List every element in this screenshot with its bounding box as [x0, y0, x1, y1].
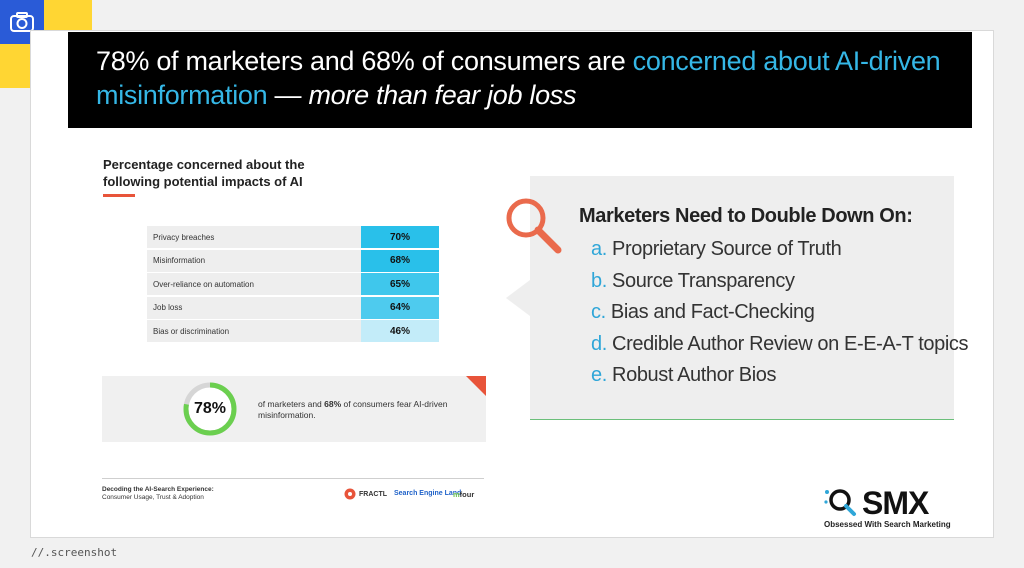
impact-value: 70% — [361, 226, 439, 249]
camera-icon — [10, 12, 34, 32]
list-item: e. Robust Author Bios — [591, 360, 968, 392]
fractl-text: FRACTL — [359, 490, 387, 498]
corner-accent — [466, 376, 486, 396]
list-item: a. Proprietary Source of Truth — [591, 234, 968, 266]
callout-arrow — [506, 280, 530, 316]
table-row: Misinformation 68% — [147, 249, 439, 273]
chart-title-underline — [103, 194, 135, 197]
stat-text-a: of marketers and — [258, 399, 325, 409]
fractl-icon — [344, 488, 356, 500]
callout-box — [530, 176, 954, 420]
list-item-letter: c. — [591, 301, 611, 323]
impact-label: Bias or discrimination — [147, 320, 361, 343]
list-item: d. Credible Author Review on E-E-A-T top… — [591, 329, 968, 361]
table-row: Over-reliance on automation 65% — [147, 273, 439, 296]
mfour-m: m — [453, 490, 460, 499]
title-dash: — — [267, 80, 309, 110]
magnifier-icon — [506, 198, 562, 254]
list-item: c. Bias and Fact-Checking — [591, 297, 968, 329]
mfour-logo: mfour — [453, 490, 474, 499]
list-item-text: Bias and Fact-Checking — [610, 301, 815, 323]
search-engine-land-logo: Search Engine Land — [394, 490, 462, 497]
list-item: b. Source Transparency — [591, 266, 968, 298]
list-item-text: Credible Author Review on E-E-A-T topics — [612, 332, 969, 355]
impact-value: 64% — [361, 296, 439, 320]
slide-title: 78% of marketers and 68% of consumers ar… — [68, 32, 972, 128]
list-item-letter: e. — [591, 364, 613, 386]
title-text: 78% of marketers and 68% of consumers ar… — [96, 46, 633, 76]
chart-title: Percentage concerned about the following… — [103, 157, 305, 189]
mfour-rest: four — [459, 490, 475, 499]
screenshot-watermark: //.screenshot — [31, 546, 118, 559]
list-item-letter: a. — [591, 238, 613, 260]
impact-label: Privacy breaches — [147, 226, 361, 249]
impact-label: Misinformation — [147, 249, 361, 273]
impact-label: Over-reliance on automation — [147, 273, 361, 296]
stat-description: of marketers and 68% of consumers fear A… — [258, 399, 448, 421]
list-item-text: Proprietary Source of Truth — [612, 238, 842, 260]
report-subtitle: Consumer Usage, Trust & Adoption — [102, 494, 204, 501]
impact-value: 46% — [361, 320, 439, 343]
table-row: Job loss 64% — [147, 296, 439, 320]
title-italic: more than fear job loss — [308, 80, 577, 110]
impact-value: 65% — [361, 273, 439, 296]
stat-text-c: of consumers fear AI-driven misinformati… — [258, 399, 448, 420]
smx-logo-text: SMX — [862, 485, 929, 521]
report-title: Decoding the AI-Search Experience: — [102, 486, 214, 493]
impact-label: Job loss — [147, 296, 361, 320]
table-row: Bias or discrimination 46% — [147, 320, 439, 343]
table-row: Privacy breaches 70% — [147, 226, 439, 249]
stat-text-b: 68% — [324, 399, 342, 409]
title-highlight: concerned about AI-driven misinformation — [96, 46, 941, 110]
percent-ring-arc — [183, 382, 237, 436]
percent-ring — [183, 382, 237, 436]
smx-tagline: Obsessed With Search Marketing — [824, 520, 951, 529]
list-item-letter: d. — [591, 332, 613, 355]
smx-magnifier-icon — [824, 489, 856, 516]
list-item-letter: b. — [591, 269, 613, 292]
fractl-logo: FRACTL — [344, 488, 387, 500]
impact-table: Privacy breaches 70% Misinformation 68% Over… — [147, 226, 439, 344]
impact-value: 68% — [361, 249, 439, 273]
callout-list: a. Proprietary Source of Truth b. Source … — [591, 234, 968, 392]
footer-divider — [102, 478, 484, 479]
percent-ring-label: 78% — [193, 400, 227, 417]
stat-card: 78% of marketers and 68% of consumers fe… — [102, 376, 486, 442]
list-item-text: Source Transparency — [612, 269, 795, 292]
callout-heading: Marketers Need to Double Down On: — [579, 205, 913, 227]
report-citation: Decoding the AI-Search Experience: Consu… — [102, 486, 252, 502]
list-item-text: Robust Author Bios — [612, 364, 777, 386]
